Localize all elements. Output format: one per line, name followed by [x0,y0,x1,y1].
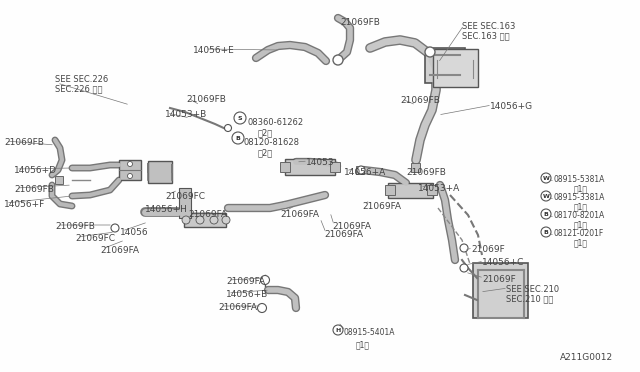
Text: 14056: 14056 [120,228,148,237]
Text: 21069FA: 21069FA [324,230,363,239]
Text: SEC.163 参照: SEC.163 参照 [462,31,509,40]
Text: 14056+D: 14056+D [14,166,57,175]
Text: 21069FA: 21069FA [218,303,257,312]
Bar [387,183,433,198]
Text: 08915-5401A: 08915-5401A [344,328,396,337]
Text: 21069FA: 21069FA [226,277,265,286]
Text: 21069FB: 21069FB [400,96,440,105]
Text: 21069F: 21069F [482,275,516,284]
Bar [410,163,419,171]
Text: 08121-0201F: 08121-0201F [553,229,604,238]
Text: 14056+F: 14056+F [4,200,45,209]
Text: SEC.226 参照: SEC.226 参照 [55,84,102,93]
Text: 21069FA: 21069FA [100,246,139,255]
Circle shape [541,191,551,201]
Circle shape [541,209,551,219]
Bar [55,176,63,184]
Bar [119,160,141,180]
Bar [148,161,172,183]
Text: （1）: （1） [574,184,588,193]
Bar [184,213,226,227]
Text: W: W [543,193,549,199]
Text: 21069F: 21069F [471,245,505,254]
Text: 08360-61262: 08360-61262 [248,118,304,127]
Text: 14053+B: 14053+B [165,110,207,119]
Circle shape [182,216,190,224]
Bar [179,188,191,218]
Circle shape [541,173,551,183]
Text: SEE SEC.210: SEE SEC.210 [506,285,559,294]
Text: 14056+C: 14056+C [482,258,524,267]
Circle shape [425,47,435,57]
Bar [427,185,437,195]
Bar [433,49,477,87]
Text: 14056+G: 14056+G [490,102,533,111]
Circle shape [460,244,468,252]
Text: 08915-3381A: 08915-3381A [553,193,604,202]
Circle shape [225,125,232,131]
Text: 14056+E: 14056+E [193,46,235,55]
Text: 21069FB: 21069FB [14,185,54,194]
Text: 14056+A: 14056+A [344,168,387,177]
Bar [472,263,527,317]
Text: （2）: （2） [258,128,273,137]
Text: SEE SEC.226: SEE SEC.226 [55,75,108,84]
Text: A211G0012: A211G0012 [560,353,613,362]
Text: B: B [543,212,548,217]
Text: SEE SEC.163: SEE SEC.163 [462,22,515,31]
Text: 14056+H: 14056+H [145,205,188,214]
Circle shape [127,161,132,167]
Text: 21069FB: 21069FB [4,138,44,147]
Text: 08170-8201A: 08170-8201A [553,211,604,220]
Text: B: B [236,135,241,141]
Text: 08120-81628: 08120-81628 [244,138,300,147]
Text: 14053: 14053 [306,158,335,167]
Bar [425,48,465,83]
Text: 21069FC: 21069FC [75,234,115,243]
Text: 21069FA: 21069FA [280,210,319,219]
Text: 21069FB: 21069FB [186,95,226,104]
Circle shape [232,132,244,144]
Circle shape [111,224,119,232]
Circle shape [333,325,343,335]
Circle shape [196,216,204,224]
Text: 21069FA: 21069FA [332,222,371,231]
Circle shape [460,264,468,272]
Circle shape [333,55,343,65]
Text: （1）: （1） [574,238,588,247]
Text: 21069FB: 21069FB [340,18,380,27]
Text: 08915-5381A: 08915-5381A [553,175,604,184]
Text: 21069FB: 21069FB [406,168,446,177]
Text: 21069FB: 21069FB [55,222,95,231]
Circle shape [260,276,269,285]
Text: 21069FA: 21069FA [362,202,401,211]
Text: H: H [335,327,340,333]
Text: 14053+A: 14053+A [418,184,460,193]
Text: SEC.210 参照: SEC.210 参照 [506,294,554,303]
Text: （2）: （2） [258,148,273,157]
Text: W: W [543,176,549,180]
Circle shape [210,216,218,224]
Bar [285,159,335,175]
Text: 21069FC: 21069FC [165,192,205,201]
Circle shape [127,173,132,179]
Text: B: B [543,230,548,234]
Bar [330,162,340,172]
Circle shape [222,216,230,224]
Text: S: S [237,115,243,121]
Text: （1）: （1） [356,340,370,349]
Circle shape [541,227,551,237]
Text: （1）: （1） [574,202,588,211]
Text: 21069FA: 21069FA [188,210,227,219]
Bar [280,162,290,172]
Circle shape [257,304,266,312]
Text: （1）: （1） [574,220,588,229]
Circle shape [357,166,365,174]
Bar [356,166,364,174]
Text: 14056+B: 14056+B [226,290,268,299]
Circle shape [234,112,246,124]
Bar [385,185,395,195]
